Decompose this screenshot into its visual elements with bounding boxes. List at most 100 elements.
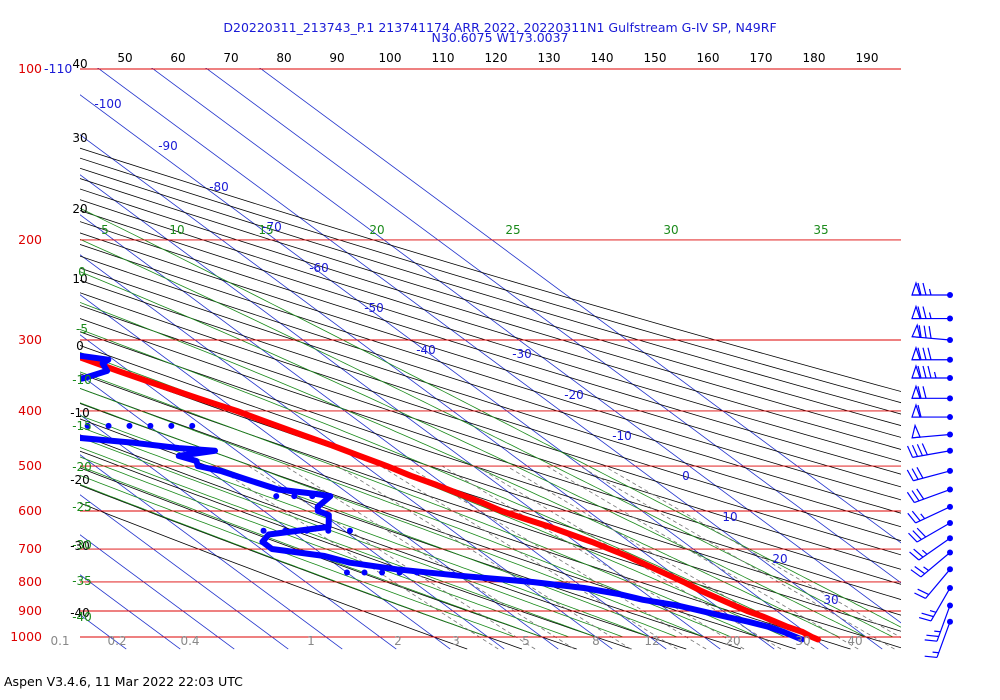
- left-scale-label: 10: [72, 272, 87, 286]
- mixing-ratio-line: [214, 465, 499, 650]
- top-scale-label: 170: [750, 51, 773, 65]
- wind-barb-feather: [908, 532, 918, 543]
- wind-barb-feather: [928, 326, 932, 339]
- moist-adiabat-label: -20: [72, 460, 92, 474]
- wind-barb-half-feather: [934, 630, 941, 633]
- wind-barb-feather: [906, 469, 914, 482]
- wind-barb-staff: [936, 621, 951, 658]
- moist-adiabat-line: [80, 465, 543, 638]
- wind-barb-flag: [911, 423, 921, 439]
- dewpoint-dot: [7, 364, 13, 370]
- isotherm-line: [80, 494, 289, 650]
- dewpoint-dot: [414, 569, 421, 576]
- wind-barb-staff: [913, 470, 951, 482]
- moist-adiabat-line: [80, 207, 901, 628]
- isotherm-line: [80, 214, 667, 650]
- isotherm-line: [80, 254, 613, 650]
- wind-barb-feather: [923, 325, 927, 339]
- wind-barb-feather: [912, 530, 922, 540]
- dry-adiabat-line: [80, 267, 901, 528]
- pressure-label: 200: [18, 232, 42, 247]
- pressure-label: 900: [18, 603, 42, 618]
- mixing-ratio-line: [248, 465, 536, 650]
- top-scale-label: 70: [223, 51, 238, 65]
- dry-adiabat-line: [80, 279, 901, 542]
- moist-adiabat-line: [80, 437, 624, 638]
- wind-barb: [911, 345, 953, 363]
- dewpoint-dot: [325, 527, 332, 534]
- top-scale-label: 140: [591, 51, 614, 65]
- wind-barb: [911, 304, 953, 322]
- wind-barb-half-feather: [922, 549, 928, 555]
- wind-barb-feather: [916, 444, 923, 456]
- top-scale-label: 100: [379, 51, 402, 65]
- dewpoint-dot: [22, 423, 28, 429]
- wind-barb-feather: [906, 445, 914, 458]
- dewpoint-dot: [126, 422, 133, 429]
- top-scale-label: 120: [485, 51, 508, 65]
- isotherm-label: -10: [612, 429, 632, 443]
- isotherm-line: [80, 534, 235, 650]
- top-scale-label: 190: [856, 51, 879, 65]
- isotherm-label: -50: [364, 301, 384, 315]
- dry-adiabat-line: [80, 502, 468, 650]
- isotherm-label: 20: [772, 552, 787, 566]
- left-scale-label: -40: [70, 606, 90, 620]
- mixing-ratio-line: [603, 465, 901, 639]
- mixing-ratio-line: [579, 465, 895, 650]
- mixing-ratio-line: [380, 465, 678, 650]
- dewpoint-dot: [327, 493, 334, 500]
- isotherm-label: 30: [823, 593, 838, 607]
- dewpoint-dot: [51, 364, 57, 370]
- wind-barb: [911, 384, 953, 402]
- top-scale-label: 50: [117, 51, 132, 65]
- moist-adiabat-label: -40: [72, 610, 92, 624]
- left-scale-label: 0: [76, 339, 84, 353]
- dewpoint-dot: [282, 527, 289, 534]
- wind-barb-feather: [914, 565, 926, 575]
- moist-adiabat-line: [80, 371, 759, 638]
- pressure-label: 400: [18, 403, 42, 418]
- pressure-label-extra: -110: [44, 61, 72, 76]
- wind-barb: [911, 423, 953, 439]
- adiabat-label: 5: [101, 223, 109, 237]
- isotherm-label: -100: [94, 97, 121, 111]
- wind-barb: [911, 403, 953, 421]
- dewpoint-dot: [105, 422, 112, 429]
- wind-barb-feather: [911, 444, 919, 457]
- dewpoint-dot: [260, 527, 267, 534]
- moist-adiabat-label: -15: [72, 419, 92, 433]
- dry-adiabat-line: [80, 305, 901, 570]
- isotherm-line: [80, 454, 343, 650]
- isotherm-label: -80: [209, 180, 229, 194]
- mixing-ratio-label: 2: [394, 634, 402, 648]
- isotherm-label: 0: [682, 469, 690, 483]
- mixing-ratio-label: 3: [452, 634, 460, 648]
- isotherm-line: [80, 94, 829, 650]
- moist-adiabat-line: [80, 484, 489, 638]
- dry-adiabat-line: [80, 358, 901, 632]
- dry-adiabat-line: [80, 402, 796, 650]
- dewpoint-dot: [168, 422, 175, 429]
- wind-barb-feather: [913, 548, 924, 558]
- moist-adiabat-line: [80, 415, 678, 638]
- isotherm-line: [0, 43, 18, 649]
- wind-barb-flag: [911, 281, 921, 296]
- dry-adiabat-line: [80, 255, 901, 514]
- wind-barb-flag: [911, 323, 921, 339]
- left-scale-label: -30: [70, 539, 90, 553]
- dry-adiabat-line: [80, 167, 901, 415]
- mixing-ratio-label: 8: [592, 634, 600, 648]
- wind-barb-half-feather: [929, 610, 937, 613]
- wind-barb: [906, 467, 953, 482]
- wind-barb-flag: [911, 345, 921, 361]
- pressure-label: 700: [18, 541, 42, 556]
- wind-barb: [906, 443, 953, 458]
- left-scale-label: -10: [70, 406, 90, 420]
- wind-barb-feather: [918, 325, 922, 338]
- adiabat-label: 15: [258, 223, 273, 237]
- isotherm-label: 10: [722, 510, 737, 524]
- top-scale-label: 110: [432, 51, 455, 65]
- wind-barb: [914, 566, 953, 599]
- left-scale-label: 40: [72, 57, 87, 71]
